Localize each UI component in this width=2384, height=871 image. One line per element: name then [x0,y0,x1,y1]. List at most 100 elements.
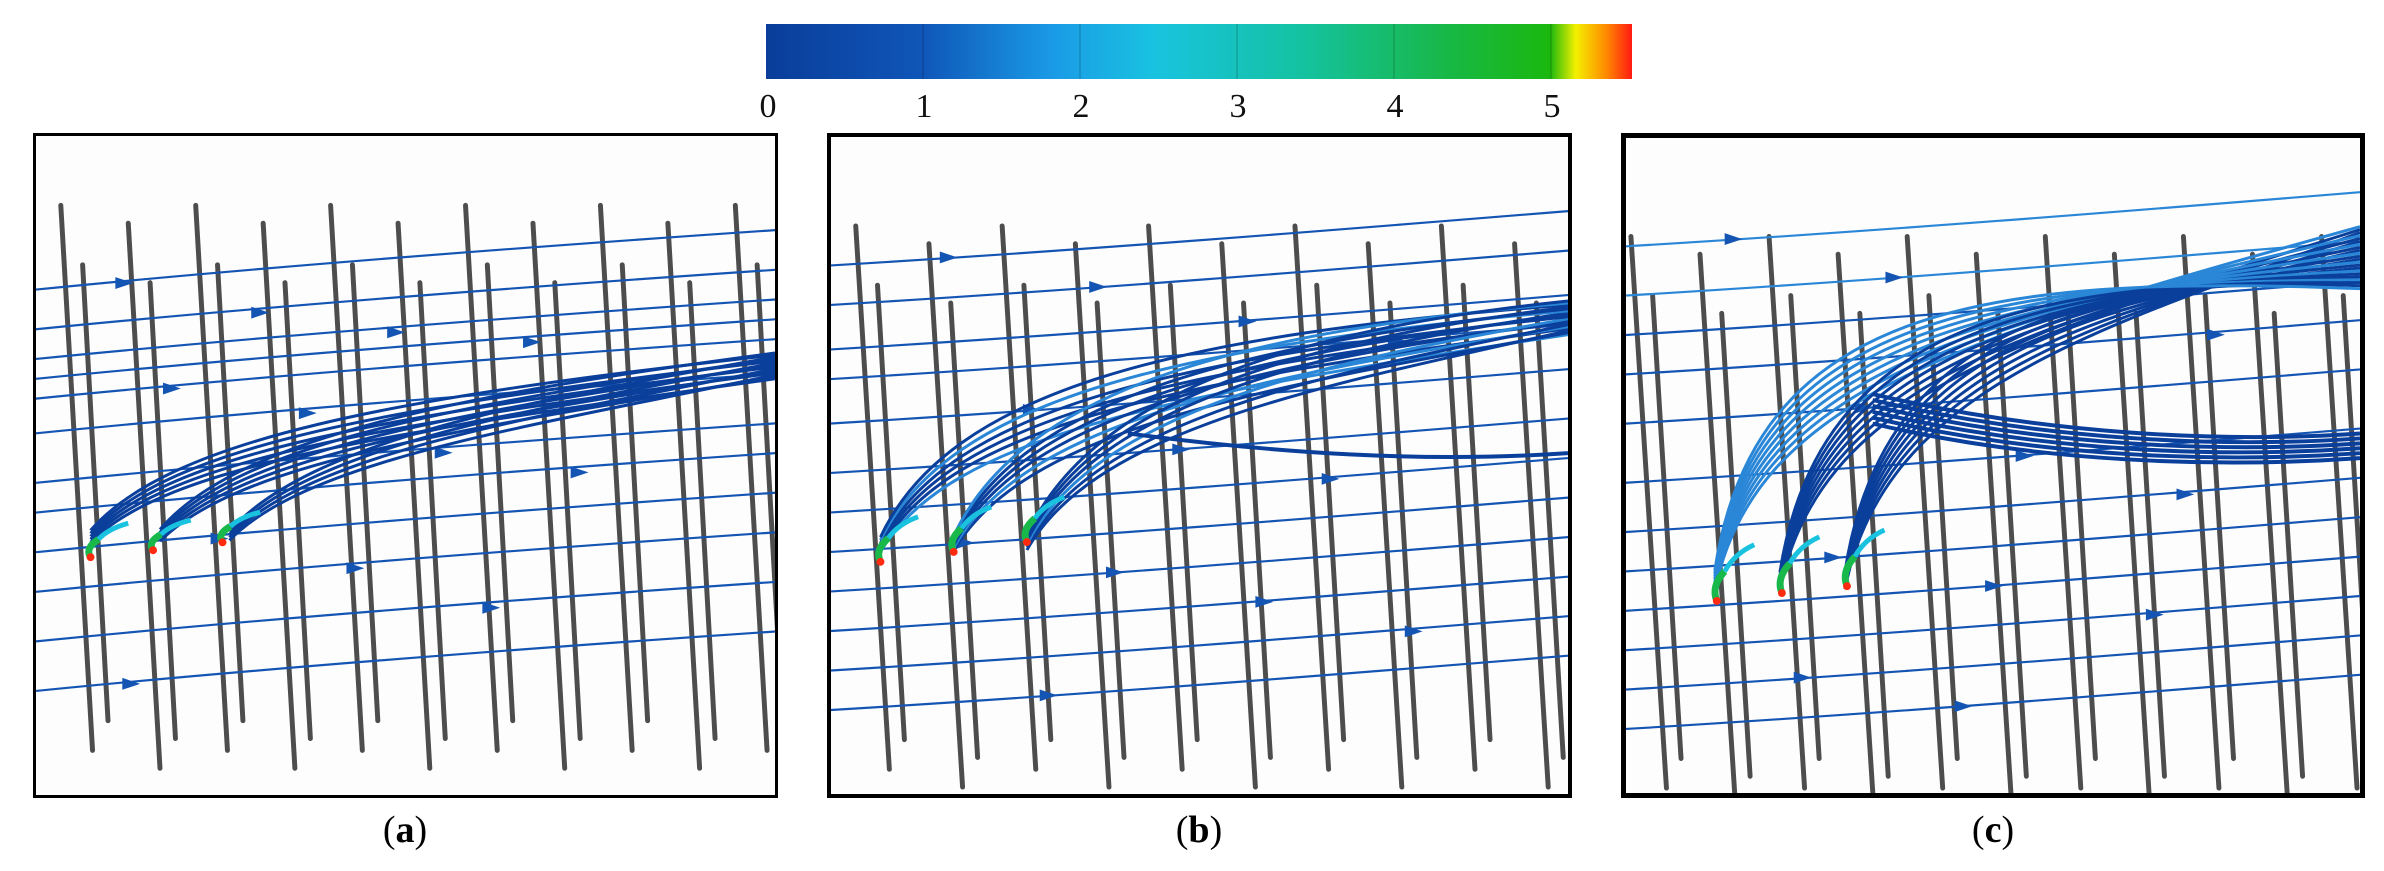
wire [597,202,635,753]
wire [328,202,365,753]
streamline [1713,284,2360,571]
wire [1766,234,1808,791]
colorbar-tick: 5 [1543,88,1561,125]
flow-arrow [570,466,589,479]
streamline [831,210,1568,267]
wire [530,220,568,771]
streamline [36,580,775,643]
streamline-plot-c [1626,191,2360,793]
wire [484,262,516,724]
wire [552,280,583,741]
streamline [228,367,775,539]
streamline [228,355,775,533]
flow-arrow [1172,443,1191,456]
streamline [36,268,775,331]
streamline [1025,317,1568,545]
streamline [1713,260,2360,580]
jet-source [1841,527,1886,591]
flow-arrow [1885,271,1904,284]
wire-grid [58,202,775,771]
streamline [952,325,1568,549]
flow-arrow [1089,281,1108,293]
flow-arrow [482,601,501,614]
streamline [879,315,1568,544]
flow-arrow [1793,671,1812,684]
streamline [1872,415,2360,460]
streamline [158,351,775,531]
streamline [158,369,775,540]
streamline [831,457,1568,514]
flow-arrow [939,251,958,264]
flow-arrow [387,326,406,339]
streamline [1872,392,2360,439]
wire [1719,310,1753,779]
streamline [831,323,1568,381]
streamline [1872,403,2360,450]
wire [687,280,718,741]
streamline [831,575,1568,633]
streamline [36,318,775,380]
streamline [1626,594,2360,652]
panel-b [827,133,1572,798]
streamline [879,321,1568,547]
flow-arrow [1724,233,1743,245]
streamline [1025,305,1568,539]
jet-source [948,504,993,556]
streamline [1843,231,2360,590]
jet-source [1711,542,1756,605]
jet-source [147,517,192,555]
streamline [1025,323,1568,548]
streamline [952,301,1568,537]
colorbar-tick: 1 [915,88,933,125]
wire [732,202,770,753]
wire [2133,310,2167,779]
wire [1788,293,1822,761]
wire [1438,223,1478,772]
wire [875,282,907,743]
wire [2064,293,2098,761]
flow-arrow [122,677,141,690]
streamline [228,373,775,542]
flow-arrow [251,306,270,319]
streamline [158,375,775,543]
streamline [831,536,1568,593]
streamline [1025,299,1568,536]
streamline [1626,634,2360,691]
panel-a [33,133,778,798]
wire [80,262,111,724]
streamline [1626,673,2360,731]
streamline [879,327,1568,550]
wire [853,223,892,772]
jet-source [85,520,129,562]
streamline [952,307,1568,540]
streamline [36,531,775,593]
flow-arrow [346,562,365,575]
streamline [831,417,1568,474]
flow-arrow [1039,689,1058,702]
streamline [1626,240,2360,297]
streamline [1025,329,1568,551]
caption-a: (a) [382,809,428,851]
wire [147,280,178,741]
wire [417,280,448,741]
streamline [831,654,1568,712]
flow-arrow [1255,595,1274,608]
streamline [1127,431,1568,460]
wire [1460,282,1493,743]
wire [2180,234,2222,791]
wire [1650,293,1684,761]
wire [1167,282,1200,743]
wire [1533,300,1566,760]
streamline [89,365,775,538]
streamline [36,338,775,400]
wire [2202,293,2236,761]
wire [282,280,313,741]
streamline-plot-b [831,210,1568,790]
streamline [1713,251,2360,583]
wire [2249,251,2290,793]
streamline [831,496,1568,554]
flow-arrow [2145,608,2164,621]
flow-arrow [162,382,181,395]
jet-source [1776,534,1821,597]
streamline [36,298,775,361]
